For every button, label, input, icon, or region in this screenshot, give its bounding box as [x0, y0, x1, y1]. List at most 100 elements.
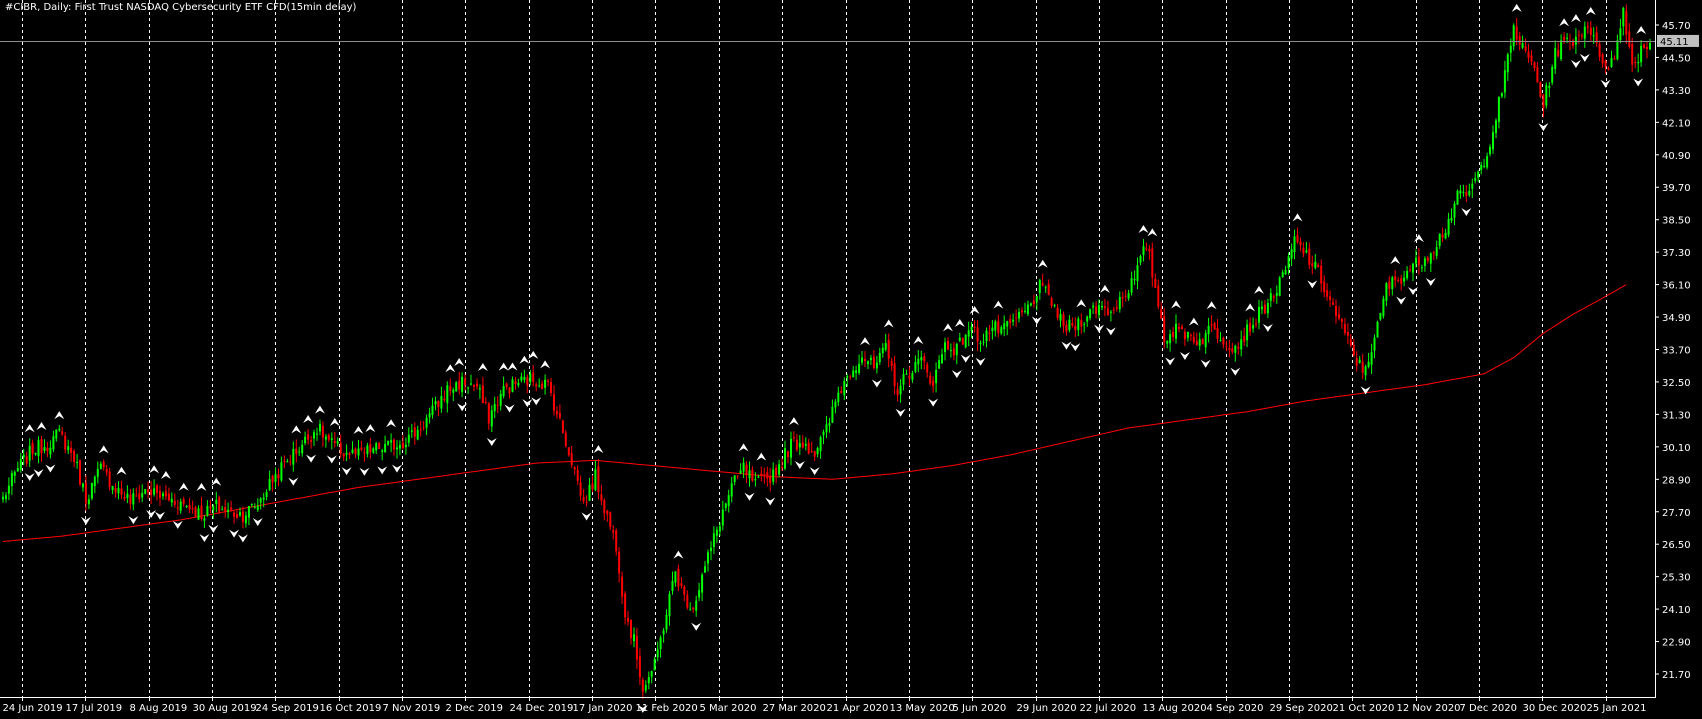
candle-385 — [1142, 239, 1145, 262]
candle-251 — [745, 461, 748, 483]
x-tick-label-25: 25 Jan 2021 — [1587, 703, 1647, 714]
candle-218 — [647, 671, 650, 690]
candle-535 — [1586, 21, 1589, 34]
candle-269 — [798, 435, 801, 455]
x-tick-label-7: 2 Dec 2019 — [446, 703, 504, 714]
y-tick-label-14: 28.90 — [1662, 475, 1691, 486]
candle-291 — [864, 351, 866, 367]
candle-141 — [419, 420, 422, 437]
x-tick-label-5: 16 Oct 2019 — [320, 703, 382, 714]
candle-536 — [1589, 21, 1592, 42]
fractal-down-128 — [377, 466, 388, 475]
fractal-up-124 — [365, 424, 376, 433]
candle-505 — [1497, 96, 1500, 129]
fractal-down-303 — [895, 408, 906, 417]
candle-12 — [37, 436, 40, 464]
candle-54 — [162, 491, 164, 500]
candle-447 — [1326, 283, 1329, 301]
candle-345 — [1024, 302, 1026, 314]
candle-409 — [1213, 321, 1216, 330]
fractal-up-55 — [160, 470, 171, 479]
candle-24 — [73, 449, 76, 468]
candle-278 — [825, 415, 828, 439]
candle-273 — [810, 441, 813, 453]
candle-271 — [804, 437, 807, 451]
fractal-down-416 — [1230, 367, 1241, 376]
fractal-down-482 — [1425, 277, 1436, 286]
candle-546 — [1619, 18, 1622, 44]
candle-76 — [227, 502, 230, 519]
candle-246 — [730, 477, 733, 503]
fractal-down-28 — [80, 516, 91, 525]
fractal-down-133 — [391, 464, 402, 473]
candle-91 — [271, 474, 274, 492]
y-tick-label-16: 26.50 — [1662, 540, 1691, 551]
fractal-down-104 — [306, 454, 317, 463]
candle-219 — [650, 670, 653, 684]
y-tick-label-0: 45.70 — [1662, 21, 1691, 32]
x-tick-label-12: 27 Mar 2020 — [763, 703, 826, 714]
fractal-down-325 — [960, 354, 971, 363]
candle-474 — [1406, 266, 1409, 281]
candle-205 — [609, 511, 612, 531]
candle-303 — [899, 379, 902, 403]
candle-161 — [478, 384, 481, 399]
candle-435 — [1290, 243, 1293, 266]
candle-71 — [212, 504, 215, 519]
candle-137 — [407, 427, 410, 447]
candle-63 — [188, 497, 191, 513]
candle-62 — [185, 505, 188, 509]
candle-59 — [176, 499, 179, 515]
candle-335 — [994, 319, 997, 337]
fractal-down-53 — [154, 511, 165, 520]
candle-323 — [958, 333, 961, 342]
candle-371 — [1101, 301, 1103, 311]
candle-214 — [635, 627, 638, 669]
candle-67 — [200, 496, 203, 521]
candle-395 — [1172, 326, 1175, 342]
fractal-down-330 — [975, 357, 986, 366]
candle-32 — [96, 461, 99, 484]
candle-239 — [710, 541, 712, 561]
candle-132 — [393, 438, 395, 456]
candle-169 — [502, 376, 505, 399]
candle-411 — [1219, 332, 1222, 342]
candle-507 — [1503, 60, 1506, 99]
candle-554 — [1643, 43, 1646, 49]
candle-317 — [941, 348, 943, 364]
fractal-down-531 — [1570, 59, 1581, 68]
fractal-down-494 — [1461, 207, 1472, 216]
candle-225 — [668, 591, 671, 626]
candle-520 — [1542, 94, 1545, 118]
x-tick-label-4: 24 Sep 2019 — [256, 703, 319, 714]
candle-140 — [416, 425, 419, 441]
fractal-down-116 — [341, 467, 352, 476]
candle-124 — [369, 438, 372, 459]
fractal-up-151 — [445, 364, 456, 373]
candle-539 — [1598, 40, 1601, 61]
candle-325 — [964, 333, 967, 349]
candle-553 — [1640, 40, 1643, 67]
candle-194 — [576, 465, 579, 485]
candle-2 — [7, 477, 10, 500]
current-price-label: 45.11 — [1657, 34, 1699, 48]
candle-436 — [1293, 229, 1296, 260]
candle-27 — [82, 482, 84, 492]
candle-517 — [1533, 61, 1536, 72]
fractal-down-44 — [128, 516, 139, 525]
candle-178 — [529, 370, 532, 386]
y-tick-label-6: 38.50 — [1662, 216, 1691, 227]
candle-13 — [40, 436, 43, 462]
candle-17 — [52, 430, 55, 453]
candle-415 — [1231, 342, 1234, 355]
candle-433 — [1284, 265, 1287, 275]
candle-270 — [801, 435, 804, 449]
x-tick-label-0: 24 Jun 2019 — [3, 703, 63, 714]
candle-253 — [751, 466, 754, 482]
candle-413 — [1225, 340, 1228, 352]
candle-501 — [1486, 152, 1489, 170]
candle-166 — [493, 396, 496, 419]
candle-485 — [1438, 233, 1441, 250]
candle-172 — [511, 376, 514, 393]
